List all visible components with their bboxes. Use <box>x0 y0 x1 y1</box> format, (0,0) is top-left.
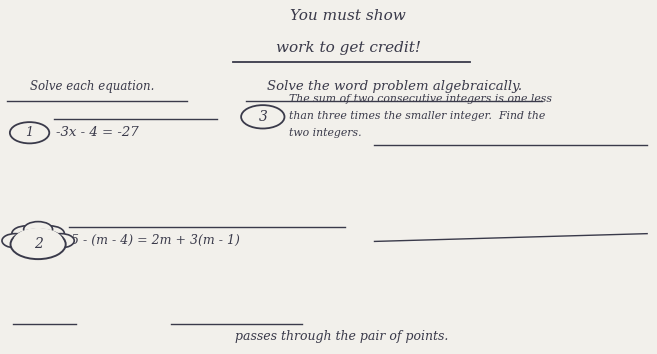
Text: Solve the word problem algebraically.: Solve the word problem algebraically. <box>267 80 522 93</box>
Text: than three times the smaller integer.  Find the: than three times the smaller integer. Fi… <box>289 111 545 121</box>
Text: Solve each equation.: Solve each equation. <box>30 80 154 93</box>
Circle shape <box>24 222 53 237</box>
Text: 1: 1 <box>26 126 34 139</box>
Circle shape <box>48 234 74 248</box>
Circle shape <box>13 228 63 255</box>
Circle shape <box>11 229 66 259</box>
Text: 2: 2 <box>34 236 43 251</box>
Text: The sum of two consecutive integers is one less: The sum of two consecutive integers is o… <box>289 94 552 104</box>
Text: passes through the pair of points.: passes through the pair of points. <box>235 330 448 343</box>
Circle shape <box>2 234 28 248</box>
Text: 5 - (m - 4) = 2m + 3(m - 1): 5 - (m - 4) = 2m + 3(m - 1) <box>71 234 240 247</box>
Circle shape <box>12 226 41 241</box>
Text: work to get credit!: work to get credit! <box>276 41 420 55</box>
Circle shape <box>35 226 64 241</box>
Text: You must show: You must show <box>290 9 406 23</box>
Text: 3: 3 <box>258 110 267 124</box>
Text: -3x - 4 = -27: -3x - 4 = -27 <box>56 126 139 139</box>
Text: two integers.: two integers. <box>289 128 362 138</box>
